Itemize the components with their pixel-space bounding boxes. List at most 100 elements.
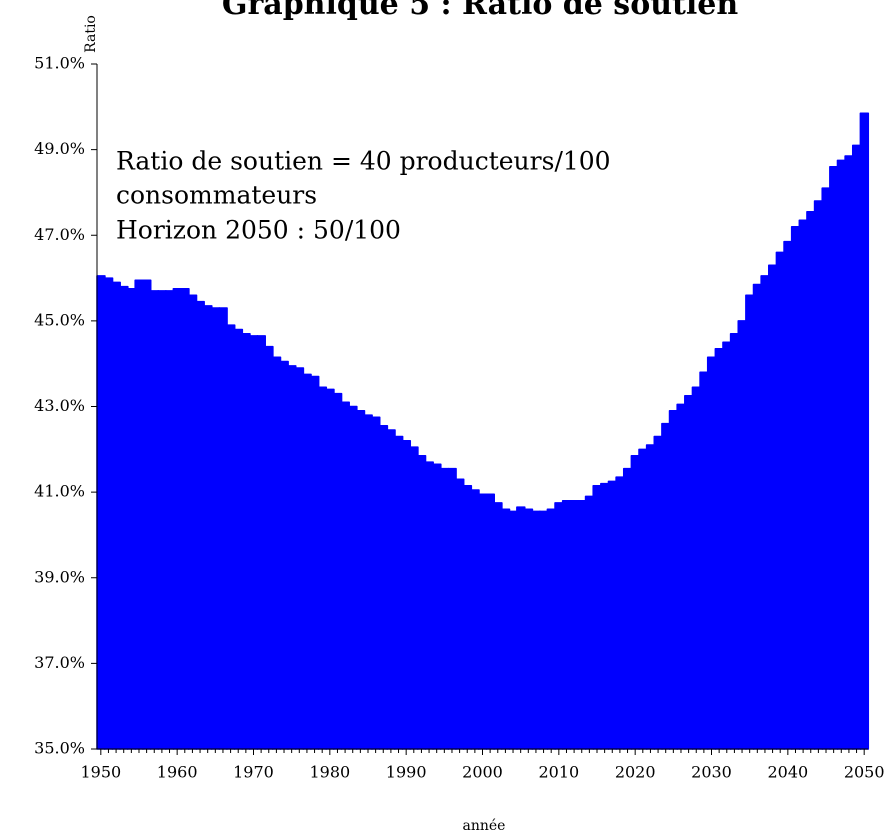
- bar: [264, 345, 274, 750]
- bar: [699, 371, 709, 750]
- y-tick-label: 47.0%: [34, 225, 85, 244]
- bar: [661, 422, 671, 750]
- bar: [760, 275, 770, 750]
- bar: [851, 144, 862, 750]
- bar: [241, 332, 251, 750]
- bar: [371, 416, 381, 750]
- x-tick-label: 1990: [386, 763, 427, 782]
- bar: [287, 365, 297, 750]
- bar: [523, 508, 534, 750]
- bar: [172, 288, 183, 750]
- bar: [233, 328, 244, 750]
- x-tick-label: 2020: [615, 763, 656, 782]
- bar: [485, 493, 496, 750]
- bar: [645, 444, 656, 750]
- bar: [187, 294, 198, 750]
- y-tick-label: 49.0%: [34, 139, 85, 158]
- bar: [768, 264, 778, 750]
- bar: [203, 305, 213, 750]
- bar: [294, 367, 305, 750]
- bar: [615, 476, 625, 750]
- bar: [432, 463, 442, 750]
- bar: [737, 320, 747, 750]
- bar: [393, 435, 404, 750]
- bar: [844, 155, 854, 750]
- bar: [256, 335, 266, 750]
- bar: [386, 429, 396, 750]
- bar: [592, 484, 602, 750]
- bar: [279, 360, 289, 750]
- bar: [447, 467, 457, 750]
- x-tick-label: 1980: [309, 763, 350, 782]
- annotation: Ratio de soutien = 40 producteurs/100: [116, 147, 611, 176]
- bar: [164, 290, 175, 750]
- bar: [508, 510, 518, 750]
- bar: [409, 446, 419, 750]
- y-tick-label: 41.0%: [34, 482, 85, 501]
- x-tick-label: 1960: [157, 763, 198, 782]
- bar: [180, 288, 190, 750]
- x-tick-label: 2000: [462, 763, 503, 782]
- bar: [470, 489, 480, 750]
- x-tick-label: 2040: [767, 763, 808, 782]
- bar: [493, 502, 503, 750]
- y-tick-label: 45.0%: [34, 310, 85, 329]
- x-tick-label: 2030: [691, 763, 732, 782]
- y-tick-label: 35.0%: [34, 739, 85, 758]
- bar: [96, 275, 106, 750]
- bar: [668, 410, 679, 750]
- bar: [531, 510, 541, 750]
- bar: [455, 478, 465, 750]
- bar: [859, 112, 870, 750]
- bar: [424, 461, 434, 750]
- bar: [584, 495, 595, 750]
- x-tick-label: 1950: [80, 763, 121, 782]
- bar: [271, 356, 282, 750]
- bar: [745, 294, 755, 750]
- bar: [302, 373, 312, 750]
- bar: [554, 502, 564, 750]
- bar: [706, 356, 717, 750]
- bar: [798, 219, 808, 750]
- bar: [416, 454, 427, 750]
- bar: [653, 435, 663, 750]
- bar: [363, 414, 373, 750]
- annotation: Horizon 2050 : 50/100: [116, 216, 401, 245]
- y-tick-label: 39.0%: [34, 567, 85, 586]
- bar: [821, 187, 831, 750]
- y-tick-label: 37.0%: [34, 653, 85, 672]
- bar: [157, 290, 167, 750]
- bar: [783, 240, 793, 750]
- bar: [729, 332, 740, 750]
- bar: [126, 288, 137, 750]
- bar: [401, 440, 412, 750]
- x-tick-label: 1970: [233, 763, 274, 782]
- x-tick-label: 2010: [538, 763, 579, 782]
- bar: [577, 499, 587, 750]
- bar: [134, 279, 144, 750]
- bar: [340, 401, 350, 750]
- bar: [722, 341, 732, 750]
- bar: [309, 375, 320, 750]
- bar: [600, 482, 610, 750]
- x-tick-label: 2050: [844, 763, 885, 782]
- bar: [317, 386, 328, 750]
- bar: [561, 499, 572, 750]
- bar: [622, 467, 633, 750]
- bar: [325, 388, 335, 750]
- bar: [607, 480, 618, 750]
- bar: [684, 395, 694, 750]
- bar: [676, 403, 686, 750]
- bar: [111, 281, 121, 750]
- bar: [378, 425, 389, 750]
- bar: [500, 508, 511, 750]
- bar: [355, 410, 366, 750]
- bar: [149, 290, 160, 750]
- bar: [516, 506, 526, 750]
- annotation: consommateurs: [116, 181, 317, 210]
- bar: [462, 484, 473, 750]
- bar: [829, 166, 839, 750]
- bar: [638, 448, 648, 750]
- bar: [348, 405, 358, 750]
